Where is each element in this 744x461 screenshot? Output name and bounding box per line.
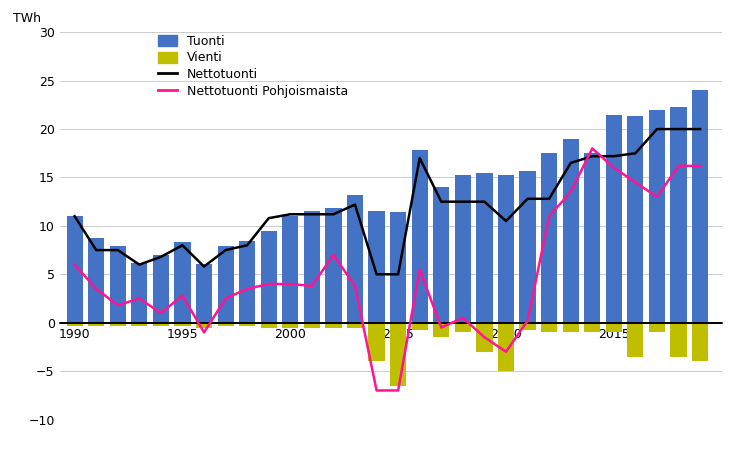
Bar (627, 117, 644, 323)
Bar (174, 242, 190, 323)
Bar (584, 153, 600, 323)
Bar (670, 107, 687, 323)
Bar (88, 238, 104, 323)
Bar (368, 211, 385, 323)
Bar (304, 211, 320, 323)
Bar (476, 172, 493, 323)
Bar (433, 323, 449, 337)
Legend: Tuonti, Vienti, Nettotuonti, Nettotuonti Pohjoismaista: Tuonti, Vienti, Nettotuonti, Nettotuonti… (158, 35, 348, 98)
Bar (347, 195, 363, 323)
Bar (66, 323, 83, 325)
Bar (174, 323, 190, 325)
Bar (239, 242, 255, 323)
Bar (282, 216, 298, 323)
Bar (196, 323, 212, 327)
Bar (433, 187, 449, 323)
Bar (498, 323, 514, 371)
Bar (260, 230, 277, 323)
Bar (455, 175, 471, 323)
Bar (368, 323, 385, 361)
Bar (519, 323, 536, 331)
Bar (131, 263, 147, 323)
Bar (325, 323, 341, 327)
Bar (692, 323, 708, 361)
Bar (260, 323, 277, 327)
Bar (239, 323, 255, 325)
Bar (649, 110, 665, 323)
Bar (411, 150, 428, 323)
Bar (196, 264, 212, 323)
Bar (282, 323, 298, 327)
Text: TWh: TWh (13, 12, 41, 24)
Bar (109, 246, 126, 323)
Bar (153, 255, 169, 323)
Bar (109, 323, 126, 325)
Bar (541, 323, 557, 332)
Bar (390, 323, 406, 385)
Bar (519, 171, 536, 323)
Bar (325, 208, 341, 323)
Bar (541, 153, 557, 323)
Bar (88, 323, 104, 325)
Bar (131, 323, 147, 325)
Bar (692, 90, 708, 323)
Bar (217, 246, 234, 323)
Bar (66, 216, 83, 323)
Bar (347, 323, 363, 327)
Bar (606, 114, 622, 323)
Bar (153, 323, 169, 325)
Bar (390, 213, 406, 323)
Bar (562, 323, 579, 332)
Bar (411, 323, 428, 331)
Bar (455, 323, 471, 332)
Bar (304, 323, 320, 327)
Bar (476, 323, 493, 352)
Bar (670, 323, 687, 357)
Bar (584, 323, 600, 332)
Bar (627, 323, 644, 357)
Bar (498, 175, 514, 323)
Bar (606, 323, 622, 332)
Bar (217, 323, 234, 325)
Bar (562, 139, 579, 323)
Bar (649, 323, 665, 332)
